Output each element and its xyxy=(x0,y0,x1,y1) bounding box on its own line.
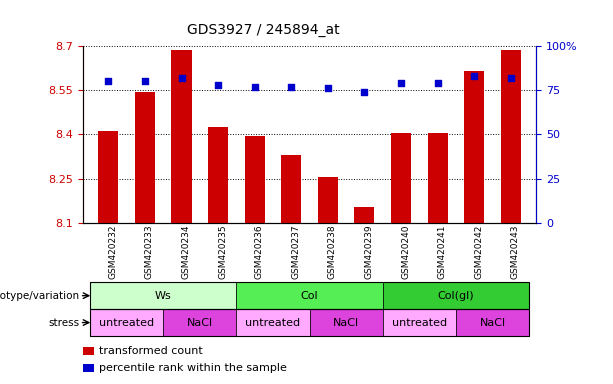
Text: stress: stress xyxy=(48,318,80,328)
Bar xyxy=(98,131,118,223)
Text: Ws: Ws xyxy=(155,291,172,301)
Text: GSM420242: GSM420242 xyxy=(474,225,483,279)
Text: transformed count: transformed count xyxy=(99,346,202,356)
Text: GSM420243: GSM420243 xyxy=(511,225,520,279)
Bar xyxy=(354,207,375,223)
Text: GDS3927 / 245894_at: GDS3927 / 245894_at xyxy=(188,23,340,37)
Point xyxy=(249,84,259,90)
Text: GSM420236: GSM420236 xyxy=(254,225,264,279)
Bar xyxy=(172,50,192,223)
Bar xyxy=(501,50,521,223)
Bar xyxy=(464,71,484,223)
Text: GSM420238: GSM420238 xyxy=(328,225,337,279)
Text: percentile rank within the sample: percentile rank within the sample xyxy=(99,363,286,373)
Bar xyxy=(208,127,228,223)
Bar xyxy=(318,177,338,223)
Text: GSM420234: GSM420234 xyxy=(181,225,191,279)
Point xyxy=(140,78,150,84)
Text: NaCl: NaCl xyxy=(187,318,213,328)
Point xyxy=(396,80,406,86)
Point xyxy=(286,84,296,90)
Text: untreated: untreated xyxy=(99,318,154,328)
Text: GSM420241: GSM420241 xyxy=(438,225,447,279)
Text: NaCl: NaCl xyxy=(333,318,359,328)
Point xyxy=(506,75,516,81)
Bar xyxy=(281,155,302,223)
Text: untreated: untreated xyxy=(245,318,300,328)
Point xyxy=(433,80,443,86)
Point xyxy=(213,82,223,88)
Text: GSM420233: GSM420233 xyxy=(145,225,154,279)
Text: GSM420239: GSM420239 xyxy=(365,225,373,279)
Point xyxy=(470,73,479,79)
Bar xyxy=(427,133,447,223)
Text: GSM420237: GSM420237 xyxy=(291,225,300,279)
Text: GSM420240: GSM420240 xyxy=(401,225,410,279)
Text: Col(gl): Col(gl) xyxy=(438,291,474,301)
Text: untreated: untreated xyxy=(392,318,447,328)
Point xyxy=(177,75,186,81)
Bar xyxy=(391,133,411,223)
Text: Col: Col xyxy=(301,291,318,301)
Point xyxy=(104,78,113,84)
Text: genotype/variation: genotype/variation xyxy=(0,291,80,301)
Text: NaCl: NaCl xyxy=(479,318,506,328)
Bar xyxy=(245,136,265,223)
Text: GSM420235: GSM420235 xyxy=(218,225,227,279)
Bar xyxy=(135,92,155,223)
Point xyxy=(323,85,333,91)
Text: GSM420232: GSM420232 xyxy=(109,225,117,279)
Point xyxy=(360,89,370,95)
